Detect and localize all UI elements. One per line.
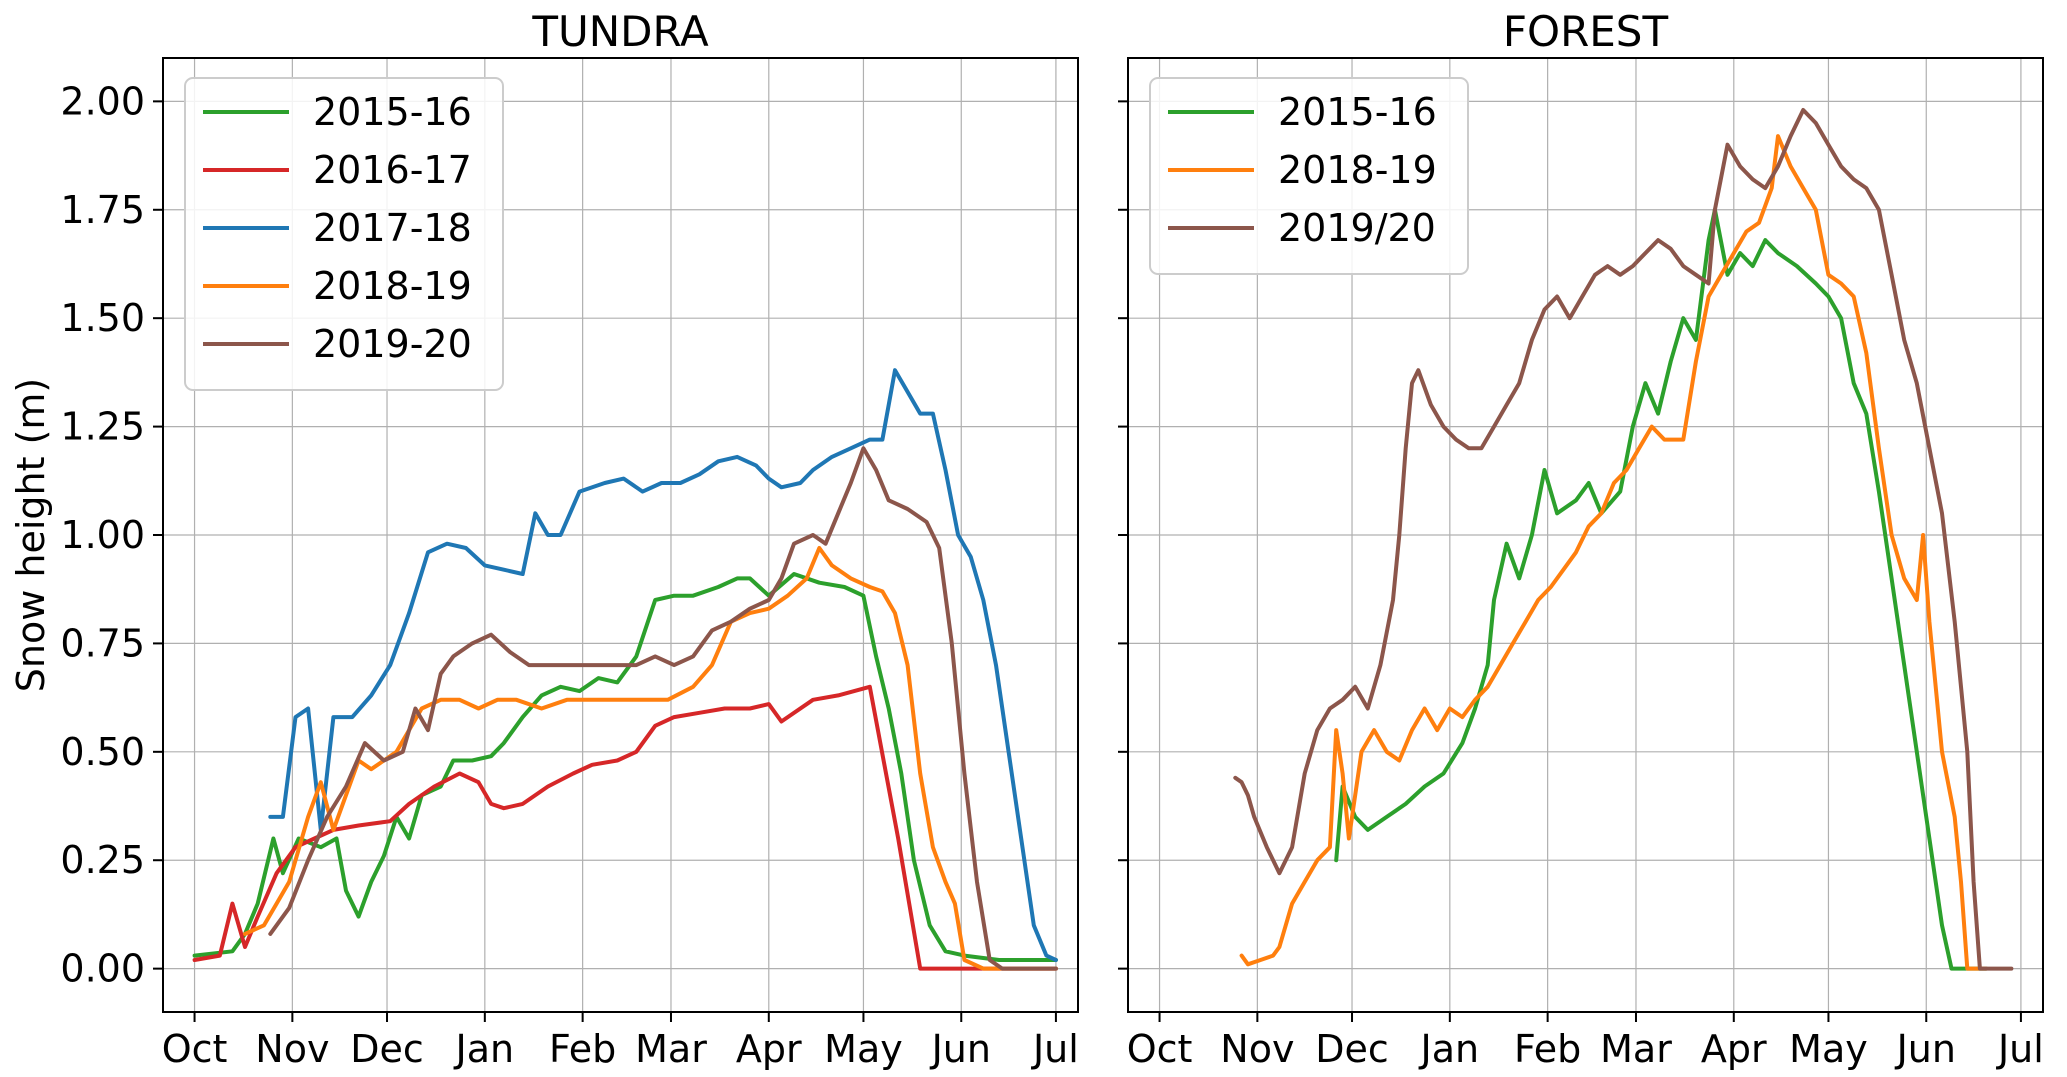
forest-y-ticks xyxy=(1118,100,1128,970)
series-line-2019-20 xyxy=(268,446,1058,971)
y-tick-label: 1.75 xyxy=(60,188,145,232)
legend-label: 2015-16 xyxy=(313,90,472,134)
forest-legend: 2015-16 2018-19 2019/20 xyxy=(1149,77,1469,275)
y-tick-label: 0.25 xyxy=(60,838,145,882)
x-tick-label: Feb xyxy=(1514,1027,1581,1071)
x-tick-label: Feb xyxy=(549,1027,616,1071)
forest-series-group xyxy=(1233,108,2014,971)
x-tick-label: Nov xyxy=(255,1027,329,1071)
tundra-title: TUNDRA xyxy=(531,7,709,56)
series-line-2017-18 xyxy=(268,368,1058,962)
legend-box xyxy=(1149,77,1469,275)
tundra-series-group xyxy=(192,368,1058,971)
series-line-2015-16 xyxy=(1334,207,1989,971)
y-tick-label: 1.00 xyxy=(60,513,145,557)
y-tick-label: 0.00 xyxy=(60,947,145,991)
x-tick-label: Apr xyxy=(736,1027,802,1071)
y-tick-label: 1.50 xyxy=(60,296,145,340)
x-tick-label: Jul xyxy=(1996,1027,2044,1071)
y-tick-label: 2.00 xyxy=(60,79,145,123)
y-tick-label: 0.75 xyxy=(60,621,145,665)
x-tick-label: Oct xyxy=(1127,1027,1193,1071)
x-tick-label: Jun xyxy=(930,1027,991,1071)
y-tick-label: 1.25 xyxy=(60,405,145,449)
series-line-2018-19 xyxy=(1239,134,1989,971)
tundra-grid xyxy=(163,58,1078,1012)
forest-panel: Oct Nov Dec Jan Feb Mar Apr May Jun Jul FOREST 20… xyxy=(1118,7,2044,1071)
series-line-2019/20 xyxy=(1233,108,2014,971)
x-tick-label: Oct xyxy=(162,1027,228,1071)
tundra-legend: 2015-16 2016-17 2017-18 2018-19 2019-20 xyxy=(184,77,504,391)
forest-x-ticks: Oct Nov Dec Jan Feb Mar Apr May Jun Jul xyxy=(1127,1012,2044,1071)
x-tick-label: May xyxy=(824,1027,903,1071)
series-line-2015-16 xyxy=(192,572,1058,962)
x-tick-label: Dec xyxy=(350,1027,424,1071)
x-tick-label: Apr xyxy=(1701,1027,1767,1071)
y-axis-label: Snow height (m) xyxy=(9,378,53,692)
x-tick-label: Jul xyxy=(1031,1027,1079,1071)
legend-box xyxy=(184,77,504,391)
x-tick-label: Mar xyxy=(1600,1027,1672,1071)
tundra-x-ticks: Oct Nov Dec Jan Feb Mar Apr May Jun Jul xyxy=(162,1012,1079,1071)
legend-label: 2015-16 xyxy=(1278,90,1437,134)
x-tick-label: Mar xyxy=(635,1027,707,1071)
legend-label: 2019-20 xyxy=(313,322,472,366)
legend-label: 2016-17 xyxy=(313,148,472,192)
forest-title: FOREST xyxy=(1503,7,1669,56)
x-tick-label: Jun xyxy=(1895,1027,1956,1071)
x-tick-label: Nov xyxy=(1220,1027,1294,1071)
legend-label: 2018-19 xyxy=(1278,148,1437,192)
legend-label: 2017-18 xyxy=(313,206,472,250)
x-tick-label: Jan xyxy=(454,1027,515,1071)
x-tick-label: May xyxy=(1789,1027,1868,1071)
y-tick-label: 0.50 xyxy=(60,730,145,774)
legend-label: 2019/20 xyxy=(1278,206,1436,250)
tundra-panel: Oct Nov Dec Jan Feb Mar Apr May Jun Jul 0.000.250… xyxy=(9,7,1079,1071)
tundra-y-ticks: 0.00 0.25 0.50 0.75 1.00 1.25 1.50 1.75 2.00 xyxy=(60,79,163,991)
x-tick-label: Jan xyxy=(1419,1027,1480,1071)
x-tick-label: Dec xyxy=(1315,1027,1389,1071)
legend-label: 2018-19 xyxy=(313,264,472,308)
